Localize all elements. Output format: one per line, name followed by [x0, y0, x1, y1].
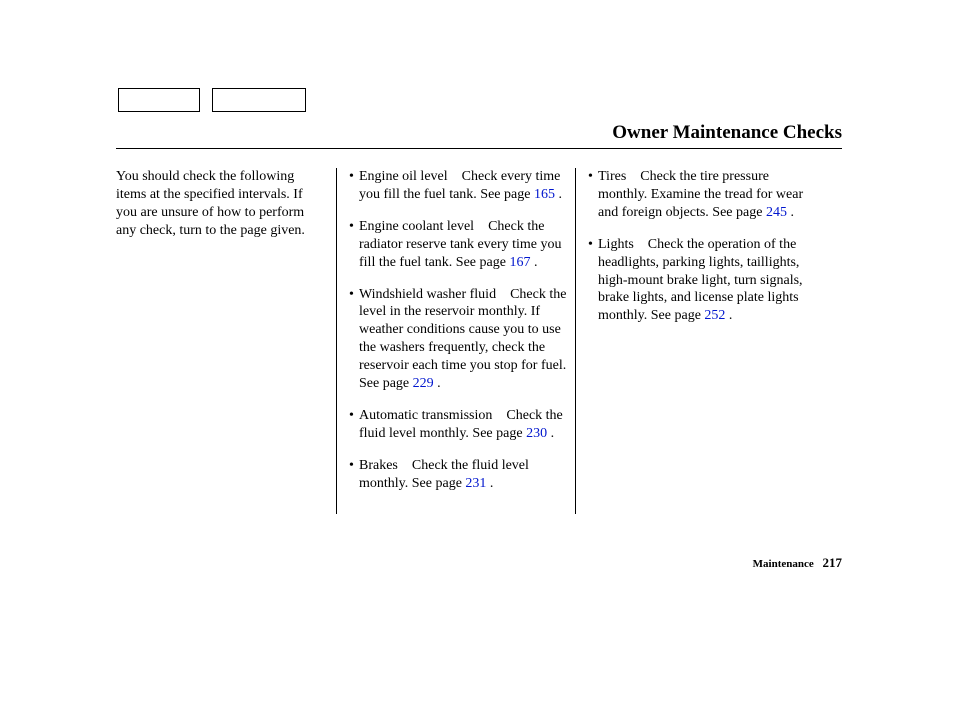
- middle-column: Engine oil level Check every time you fi…: [336, 168, 575, 514]
- page-footer: Maintenance 217: [753, 555, 842, 571]
- item-lead: Windshield washer fluid: [359, 287, 496, 302]
- page-link[interactable]: 165: [534, 187, 555, 202]
- maintenance-list-mid: Engine oil level Check every time you fi…: [349, 168, 567, 493]
- list-item: Automatic transmission Check the fluid l…: [349, 407, 567, 443]
- item-lead: Engine coolant level: [359, 219, 474, 234]
- list-item: Windshield washer fluid Check the level …: [349, 286, 567, 393]
- footer-section-label: Maintenance: [753, 558, 814, 570]
- nav-button-group: [118, 88, 306, 112]
- intro-text: You should check the following items at …: [116, 168, 322, 240]
- footer-page-number: 217: [823, 555, 843, 570]
- item-text: Check the level in the reservoir monthly…: [359, 287, 566, 392]
- page-link[interactable]: 229: [413, 376, 434, 391]
- page-title: Owner Maintenance Checks: [612, 122, 842, 144]
- item-tail: .: [486, 476, 493, 491]
- item-tail: .: [725, 308, 732, 323]
- right-column: Tires Check the tire pressure monthly. E…: [575, 168, 806, 514]
- page-link[interactable]: 230: [526, 426, 547, 441]
- item-tail: .: [787, 205, 794, 220]
- maintenance-list-right: Tires Check the tire pressure monthly. E…: [588, 168, 806, 325]
- page-link[interactable]: 252: [704, 308, 725, 323]
- page-link[interactable]: 245: [766, 205, 787, 220]
- list-item: Engine coolant level Check the radiator …: [349, 218, 567, 272]
- nav-button-prev[interactable]: [118, 88, 200, 112]
- item-tail: .: [434, 376, 441, 391]
- item-lead: Engine oil level: [359, 169, 448, 184]
- item-lead: Brakes: [359, 458, 398, 473]
- item-tail: .: [530, 255, 537, 270]
- page-link[interactable]: 231: [465, 476, 486, 491]
- nav-button-next[interactable]: [212, 88, 306, 112]
- content-columns: You should check the following items at …: [116, 168, 806, 514]
- page: Owner Maintenance Checks You should chec…: [0, 0, 954, 710]
- list-item: Brakes Check the fluid level monthly. Se…: [349, 457, 567, 493]
- list-item: Tires Check the tire pressure monthly. E…: [588, 168, 806, 222]
- page-link[interactable]: 167: [509, 255, 530, 270]
- intro-column: You should check the following items at …: [116, 168, 336, 514]
- item-lead: Lights: [598, 237, 634, 252]
- list-item: Engine oil level Check every time you fi…: [349, 168, 567, 204]
- list-item: Lights Check the operation of the headli…: [588, 236, 806, 326]
- item-tail: .: [555, 187, 562, 202]
- item-lead: Tires: [598, 169, 626, 184]
- item-tail: .: [547, 426, 554, 441]
- item-lead: Automatic transmission: [359, 408, 492, 423]
- horizontal-rule: [116, 148, 842, 149]
